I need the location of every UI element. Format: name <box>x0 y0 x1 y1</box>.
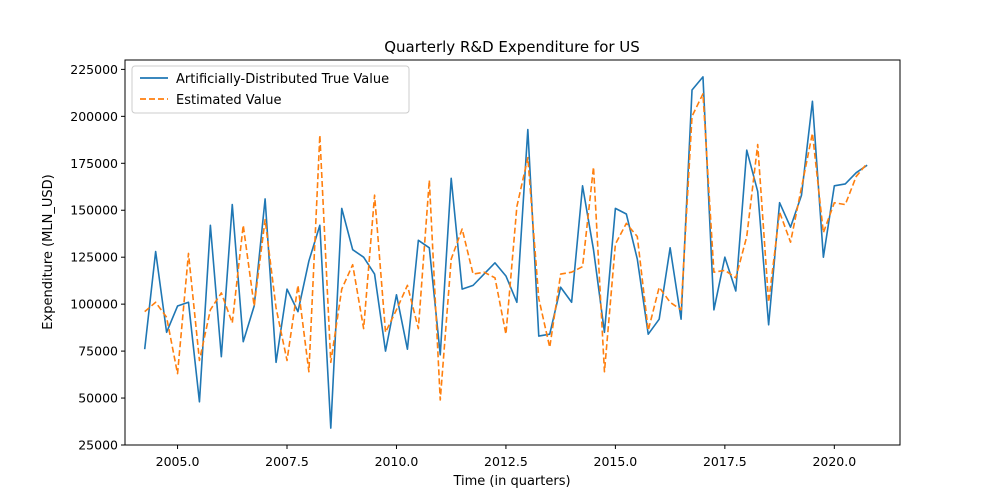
x-axis-ticks: 2005.0 2007.5 2010.0 2012.5 2015.0 2017.5 2020… <box>156 445 856 469</box>
x-tick-label: 2010.0 <box>375 454 419 469</box>
y-tick-label: 225000 <box>70 62 118 77</box>
estimated-value-line <box>144 93 868 401</box>
x-tick-label: 2012.5 <box>484 454 528 469</box>
chart-title: Quarterly R&D Expenditure for US <box>384 38 640 56</box>
y-axis-ticks: 25000 50000 75000 100000 125000 150000 175000 2… <box>70 62 125 453</box>
y-tick-label: 100000 <box>70 297 118 312</box>
y-tick-label: 75000 <box>78 344 118 359</box>
y-tick-label: 200000 <box>70 109 118 124</box>
y-tick-label: 175000 <box>70 156 118 171</box>
y-tick-label: 25000 <box>78 438 118 453</box>
y-tick-label: 125000 <box>70 250 118 265</box>
y-axis-label: Expenditure (MLN_USD) <box>41 174 56 329</box>
x-tick-label: 2007.5 <box>265 454 309 469</box>
legend-label-true-value: Artificially-Distributed True Value <box>176 72 389 87</box>
x-tick-label: 2005.0 <box>156 454 200 469</box>
true-value-line <box>143 76 868 429</box>
x-axis-label: Time (in quarters) <box>452 474 570 489</box>
y-tick-label: 150000 <box>70 203 118 218</box>
x-tick-label: 2020.0 <box>812 454 856 469</box>
y-tick-label: 50000 <box>78 391 118 406</box>
plot-area <box>125 60 900 445</box>
x-tick-label: 2017.5 <box>703 454 747 469</box>
legend-label-estimated-value: Estimated Value <box>176 93 282 108</box>
series-layer <box>143 76 868 429</box>
x-tick-label: 2015.0 <box>594 454 638 469</box>
legend: Artificially-Distributed True Value Esti… <box>131 65 410 114</box>
legend-box <box>131 65 410 114</box>
plot-frame <box>124 59 901 446</box>
